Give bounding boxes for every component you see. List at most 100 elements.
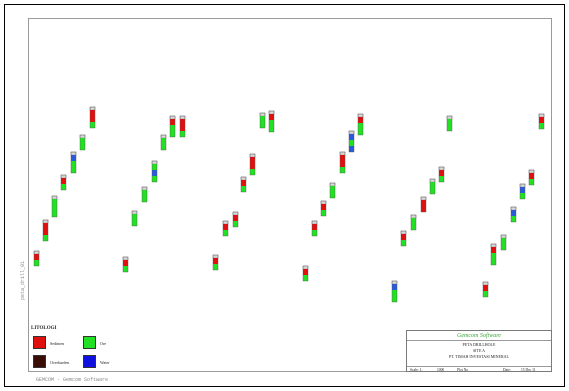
drillhole [429,178,436,195]
drillhole-collar [232,211,239,216]
drillhole-segment-green [529,179,534,185]
drillhole-segment-green [180,131,185,137]
drillhole-outline [500,234,507,251]
drillhole [169,115,176,138]
drillhole [160,134,167,151]
drillhole-collar [169,115,176,120]
drillhole [131,210,138,227]
plot-no-label: Plot No. [457,368,469,372]
title-block-info-row: Scale: 1: 1000 Plot No. Date: 15 Dec 11 [407,366,551,373]
drillhole [240,176,247,193]
drillhole-segment-red [213,258,218,264]
legend-title: LITOLOGI [31,326,57,331]
legend-label-overburden: Overburden [50,360,70,365]
drillhole-segment-green [501,244,506,250]
drillhole-outline [51,195,58,218]
drillhole-segment-red [421,200,426,206]
drillhole-segment-red [241,180,246,186]
drillhole-outline [302,265,309,282]
drillhole-outline [212,254,219,271]
drillhole-outline [89,106,96,129]
drillhole-outline [79,134,86,151]
drillhole-collar [339,151,346,156]
drillhole-segment-red [321,204,326,210]
drillhole-collar [33,250,40,255]
drillhole-segment-green [520,193,525,199]
drillhole-outline [240,176,247,193]
drillhole-segment-green [269,120,274,126]
drillhole-collar [391,280,398,285]
drillhole-collar [482,281,489,286]
drillhole-collar [311,220,318,225]
drillhole-collar [60,174,67,179]
drillhole-segment-green [511,216,516,222]
drillhole-collar [212,254,219,259]
drillhole-segment-green [401,240,406,246]
drillhole-collar [70,151,77,156]
drillhole-segment-green [430,188,435,194]
drillhole-segment-green [260,122,265,128]
drillhole-outline [259,112,266,129]
drillhole-collar [240,176,247,181]
drillhole-segment-blue [511,210,516,216]
drillhole [420,196,427,213]
drillhole-outline [429,178,436,195]
drillhole-collar [420,196,427,201]
drillhole-outline [179,115,186,138]
drillhole [410,214,417,231]
drillhole-segment-red [180,119,185,125]
legend-swatch-ore [83,336,96,349]
drillhole-outline [42,219,49,242]
drillhole-outline [339,151,346,174]
drillhole-collar [141,186,148,191]
drillhole-outline [160,134,167,151]
drillhole-segment-red [43,223,48,229]
drillhole-outline [141,186,148,203]
drillhole-outline [122,256,129,273]
drillhole [500,234,507,251]
drillhole [320,200,327,217]
drillhole-collar [131,210,138,215]
drillhole-outline [446,115,453,132]
drillhole [51,195,58,218]
drillhole-outline [33,250,40,267]
drillhole-segment-green [392,290,397,296]
scale-value: 1000 [437,368,445,372]
drillhole [510,206,517,223]
drillhole-segment-red [340,161,345,167]
drillhole-segment-green [269,126,274,132]
drillhole-collar [446,115,453,120]
drillhole-segment-green [303,275,308,281]
drillhole-segment-green [170,131,175,137]
legend: LITOLOGI Sedimen Ore Overburden Water [31,326,151,372]
drillhole-segment-red [61,178,66,184]
drillhole-segment-red [223,224,228,230]
drillhole-segment-green [491,253,496,259]
drillhole-segment-green [43,235,48,241]
drillhole-segment-red [250,157,255,163]
drillhole-segment-red [312,224,317,230]
drillhole [212,254,219,271]
drillhole-segment-green [123,266,128,272]
drillhole-segment-red [123,260,128,266]
drillhole-collar [222,220,229,225]
drillhole-outline [60,174,67,191]
drillhole-segment-green [34,260,39,266]
drillhole-segment-red [303,269,308,275]
drillhole-collar [519,183,526,188]
drillhole-segment-green [213,264,218,270]
drillhole-segment-green [142,190,147,196]
drillhole-collar [320,200,327,205]
drillhole-collar [79,134,86,139]
drillhole-segment-green [142,196,147,202]
drillhole-outline [311,220,318,237]
drillhole-collar [348,130,355,135]
drillhole-segment-red [233,215,238,221]
drillhole [268,110,275,133]
drillhole [311,220,318,237]
drillhole-segment-green [223,230,228,236]
drillhole-collar [268,110,275,115]
drillhole-segment-green [161,144,166,150]
legend-label-water: Water [100,360,110,365]
drillhole-collar [329,182,336,187]
